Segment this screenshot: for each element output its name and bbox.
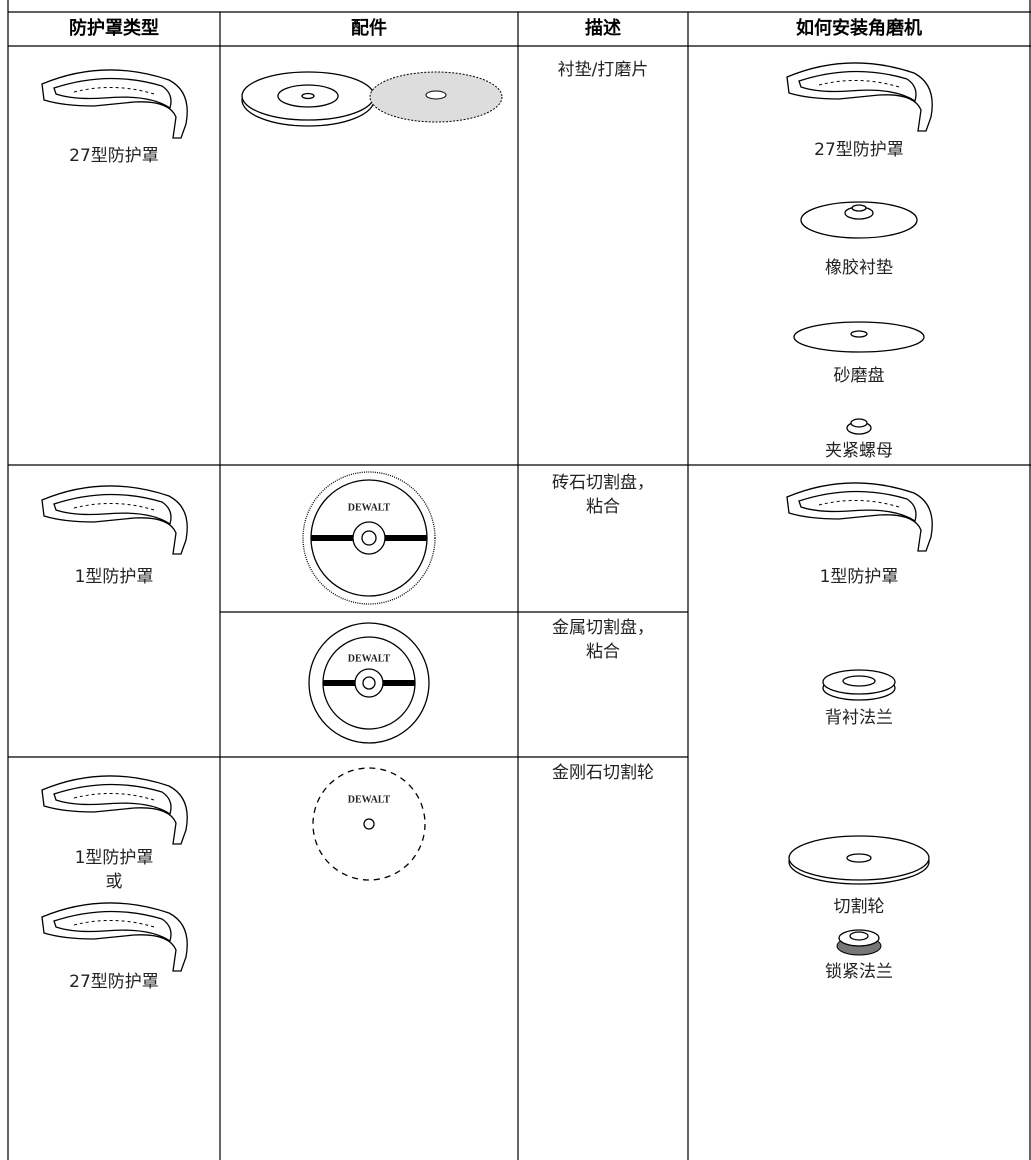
mount-image (793, 321, 925, 353)
description: 金属切割盘， (552, 618, 654, 638)
guard-image (41, 775, 188, 845)
mount-label: 砂磨盘 (834, 366, 885, 386)
mount-image (822, 669, 896, 701)
disc-image: DEWALT (302, 471, 436, 605)
header-cell: 描述 (585, 17, 621, 39)
pad-image (241, 71, 503, 127)
disc-image: DEWALT (308, 622, 430, 744)
mount-image (786, 62, 933, 132)
mount-label: 27型防护罩 (814, 140, 904, 160)
guard-label: 27型防护罩 (69, 146, 159, 166)
guard-image (41, 485, 188, 555)
description: 衬垫/打磨片 (558, 60, 649, 80)
guard-image (41, 69, 188, 139)
guard-label: 1型防护罩 (75, 848, 154, 868)
table-lines (7, 0, 1031, 1160)
description: 粘合 (586, 497, 620, 517)
mount-image (800, 201, 918, 239)
mount-label: 锁紧法兰 (825, 962, 893, 982)
disc-image: DEWALT (312, 767, 426, 881)
mount-image (846, 418, 872, 435)
header-cell: 防护罩类型 (69, 17, 159, 39)
mount-image (786, 482, 933, 552)
guard-label: 1型防护罩 (75, 567, 154, 587)
mount-label: 切割轮 (834, 897, 885, 917)
brand-logo: DEWALT (348, 653, 391, 664)
description: 金刚石切割轮 (552, 763, 654, 783)
brand-logo: DEWALT (348, 794, 391, 805)
mount-label: 背衬法兰 (825, 708, 893, 728)
guard-label: 27型防护罩 (69, 972, 159, 992)
header-cell: 配件 (351, 17, 387, 39)
header-cell: 如何安装角磨机 (796, 17, 922, 39)
mount-image (788, 835, 930, 885)
mount-label: 橡胶衬垫 (825, 258, 893, 278)
header: 防护罩类型 配件 描述 如何安装角磨机 (69, 17, 922, 39)
brand-logo: DEWALT (348, 502, 391, 513)
mount-image (836, 929, 882, 956)
mount-label: 1型防护罩 (820, 567, 899, 587)
guard-label: 或 (106, 872, 123, 892)
description: 粘合 (586, 642, 620, 662)
description: 砖石切割盘， (552, 473, 654, 493)
mount-label: 夹紧螺母 (825, 441, 893, 461)
guard-image (41, 902, 188, 972)
